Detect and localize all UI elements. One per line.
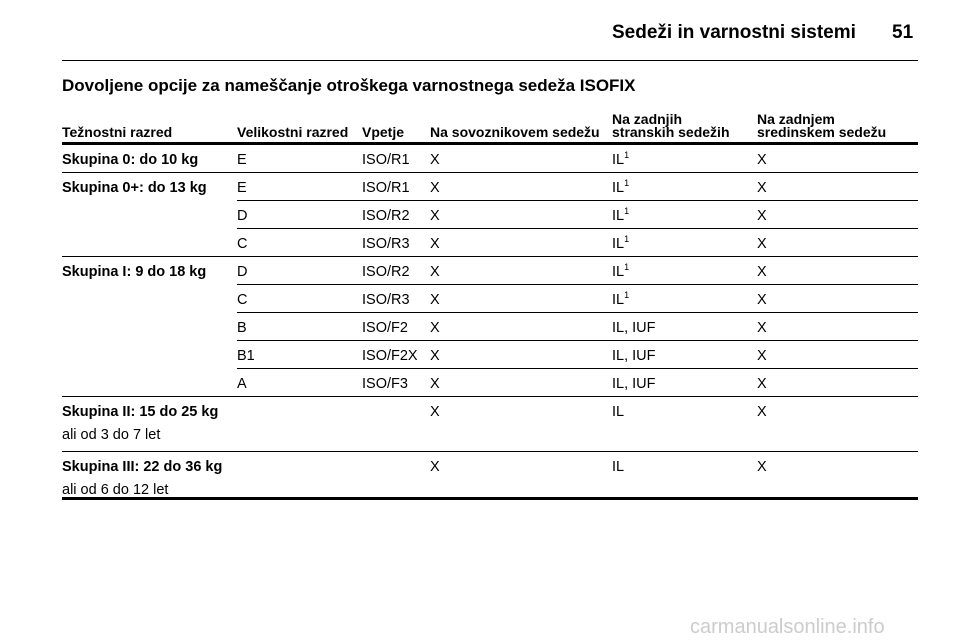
cell: X [757,264,767,280]
row-rule [237,340,918,341]
cell: IL, IUF [612,320,656,336]
cell: E [237,180,247,196]
footnote-mark: 1 [624,290,630,300]
cell: X [757,152,767,168]
group-label: Skupina III: 22 do 36 kg [62,459,223,475]
cell: X [430,459,440,475]
cell: X [430,264,440,280]
cell: X [430,320,440,336]
group-rule [62,451,918,452]
section-title: Dovoljene opcije za nameščanje otroškega… [62,76,636,95]
cell: X [430,208,440,224]
cell: X [757,459,767,475]
cell-text: IL [612,152,625,168]
row-rule [237,284,918,285]
cell: ISO/R2 [362,264,410,280]
footnote-mark: 1 [624,206,630,216]
group-note: ali od 6 do 12 let [62,482,169,498]
cell: C [237,292,248,308]
group-label: Skupina II: 15 do 25 kg [62,404,219,420]
cell: X [757,180,767,196]
cell: X [757,348,767,364]
group-rule [62,396,918,397]
cell: A [237,376,247,392]
cell: IL1 [612,234,630,253]
cell: B [237,320,247,336]
cell: ISO/F3 [362,376,408,392]
cell: X [430,404,440,420]
cell: E [237,152,247,168]
cell-text: IL [612,180,625,196]
footnote-mark: 1 [624,262,630,272]
group-rule [62,256,918,257]
cell-text: IL [612,208,625,224]
cell: ISO/R3 [362,292,410,308]
row-rule [237,228,918,229]
header-title: Sedeži in varnostni sistemi [612,22,856,43]
page-number: 51 [892,22,914,43]
cell: IL1 [612,178,630,197]
column-header: Na zadnjih stranskih sedežih [612,111,730,140]
cell: ISO/R1 [362,152,410,168]
row-rule [237,368,918,369]
cell: ISO/F2X [362,348,418,364]
cell-text: IL [612,264,625,280]
cell-text: IL [612,236,625,252]
cell: X [430,376,440,392]
cell-text: IL, IUF [612,320,656,336]
cell-text: IL [612,404,625,420]
cell: ISO/R2 [362,208,410,224]
group-label: Skupina 0: do 10 kg [62,152,199,168]
column-header: Na sovoznikovem sedežu [430,124,600,140]
group-rule [62,172,918,173]
cell: ISO/R3 [362,236,410,252]
cell-text: IL, IUF [612,376,656,392]
footnote-mark: 1 [624,178,630,188]
cell: X [430,348,440,364]
cell: D [237,208,248,224]
cell: IL1 [612,206,630,225]
footnote-mark: 1 [624,150,630,160]
watermark: carmanualsonline.info [690,616,885,638]
table-bottom-rule [62,497,918,500]
row-rule [237,200,918,201]
cell: IL [612,459,624,475]
column-header: Vpetje [362,124,405,140]
cell: X [757,376,767,392]
cell: IL, IUF [612,376,656,392]
cell: IL, IUF [612,348,656,364]
column-header: Velikostni razred [237,124,349,140]
cell-text: IL, IUF [612,348,656,364]
cell: IL1 [612,150,630,169]
cell: X [757,404,767,420]
group-label: Skupina 0+: do 13 kg [62,180,207,196]
cell: IL1 [612,290,630,309]
footnote-mark: 1 [624,234,630,244]
cell: IL [612,404,624,420]
cell-text: IL [612,292,625,308]
cell: X [757,208,767,224]
cell: X [430,292,440,308]
cell: B1 [237,348,255,364]
cell: C [237,236,248,252]
cell-text: IL [612,459,625,475]
cell: X [757,236,767,252]
header-rule [62,60,918,61]
group-label: Skupina I: 9 do 18 kg [62,264,207,280]
cell: IL1 [612,262,630,281]
cell: X [430,236,440,252]
cell: X [430,152,440,168]
cell: D [237,264,248,280]
cell: ISO/R1 [362,180,410,196]
cell: X [757,292,767,308]
cell: ISO/F2 [362,320,408,336]
column-header: Na zadnjem sredinskem sedežu [757,111,887,140]
row-rule [237,312,918,313]
group-note: ali od 3 do 7 let [62,427,161,443]
cell: X [757,320,767,336]
cell: X [430,180,440,196]
column-header: Težnostni razred [62,124,173,140]
header-rule [62,142,918,145]
